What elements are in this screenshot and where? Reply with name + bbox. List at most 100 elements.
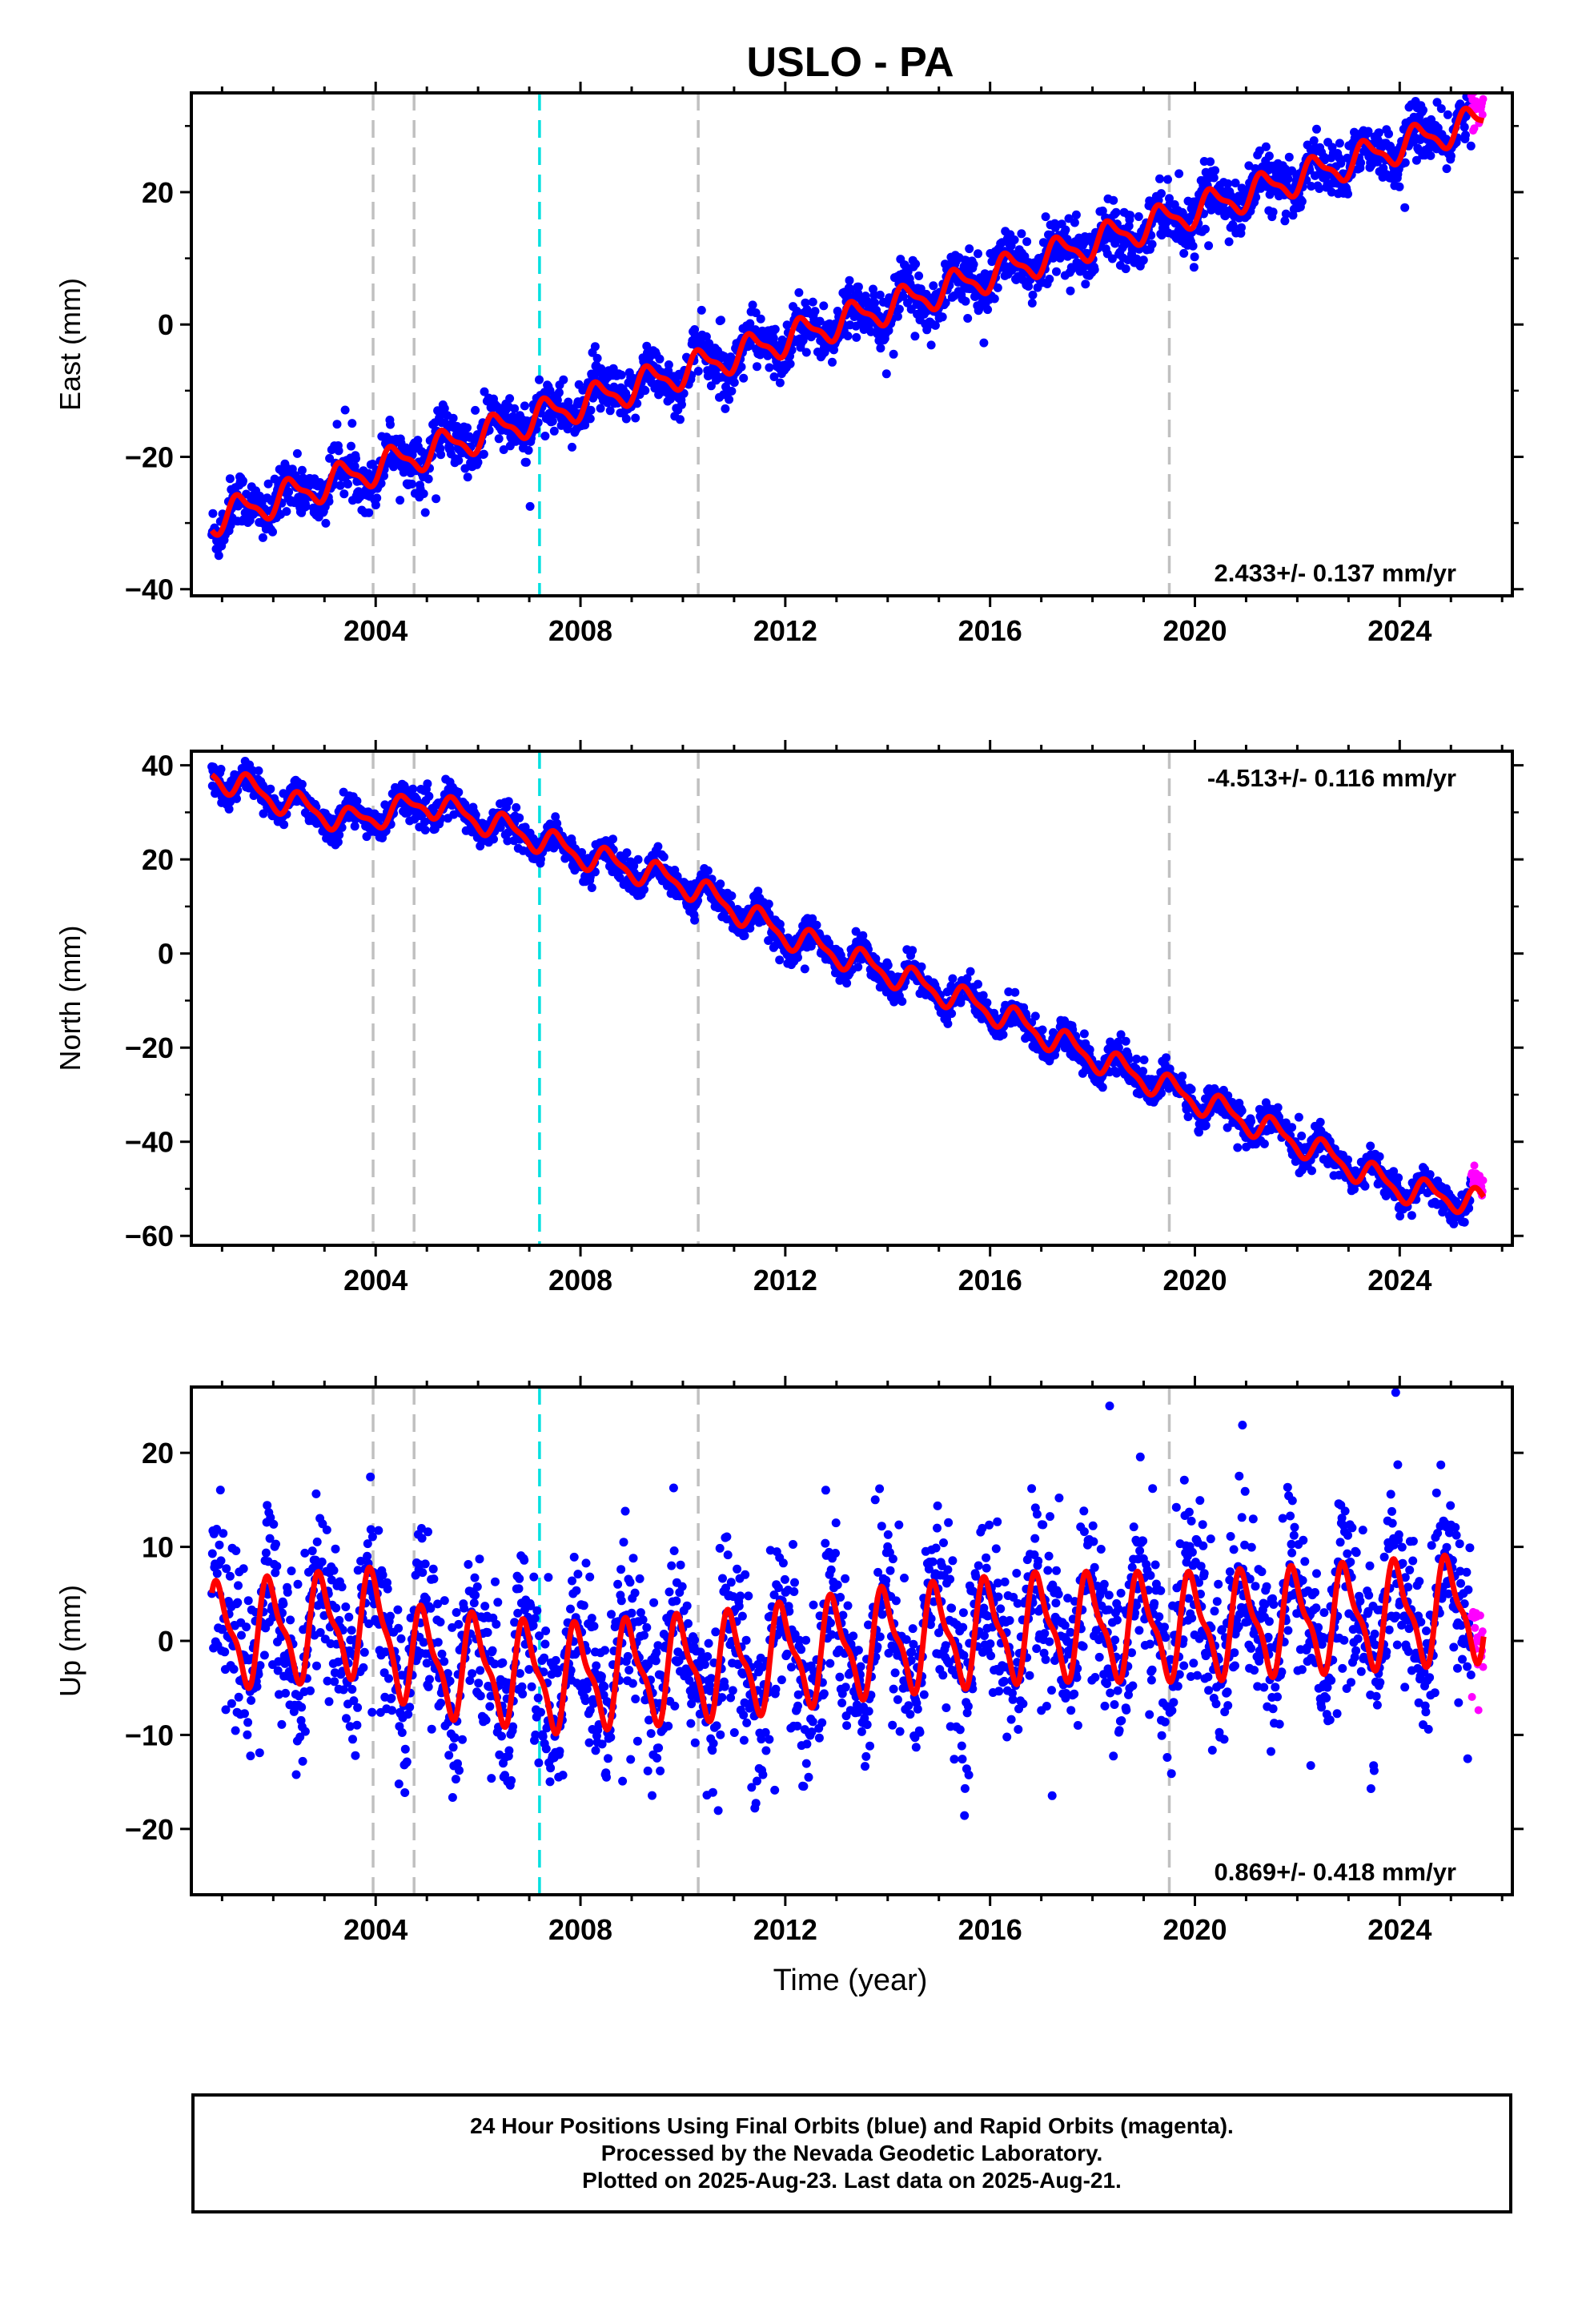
data-point (983, 305, 993, 315)
data-point (1179, 248, 1189, 258)
data-point (1174, 169, 1184, 179)
x-tick-label: 2016 (958, 614, 1022, 647)
data-point (515, 813, 524, 822)
data-point (853, 282, 863, 292)
data-point (231, 1726, 240, 1735)
x-tick-label: 2016 (958, 1264, 1022, 1297)
data-point (616, 370, 626, 380)
data-point (239, 1564, 248, 1574)
data-point (231, 1546, 241, 1555)
data-point (420, 826, 430, 834)
data-point (875, 290, 885, 300)
data-point (775, 955, 785, 965)
data-point (282, 507, 291, 517)
data-point (1071, 210, 1081, 219)
data-point (350, 461, 359, 471)
data-point (386, 420, 395, 429)
data-point (545, 386, 555, 396)
data-point (1366, 1141, 1375, 1151)
data-point (297, 465, 307, 475)
data-point (1147, 239, 1157, 249)
data-point (883, 960, 893, 970)
data-point (335, 480, 345, 490)
data-point (284, 487, 294, 497)
east-model-curve (209, 105, 1485, 538)
data-point (740, 931, 749, 940)
data-point (1479, 1176, 1488, 1184)
data-point (1098, 206, 1107, 215)
data-point (717, 316, 725, 325)
data-point (1041, 212, 1050, 222)
data-point (1223, 179, 1233, 188)
data-point (794, 287, 804, 297)
data-point (982, 998, 992, 1007)
data-point (1138, 255, 1148, 265)
data-point (1461, 131, 1470, 140)
y-tick-label: 20 (142, 843, 174, 876)
data-point (420, 508, 430, 517)
data-point (889, 349, 898, 359)
data-point (266, 784, 275, 794)
data-point (325, 453, 335, 463)
data-point (852, 332, 861, 342)
data-point (291, 471, 300, 480)
data-point (1231, 179, 1240, 187)
data-point (1138, 1067, 1148, 1076)
data-point (463, 423, 472, 432)
data-point (693, 367, 703, 376)
data-point (222, 1564, 231, 1574)
data-point (1010, 987, 1020, 997)
data-point (1400, 203, 1410, 212)
data-point (364, 508, 374, 517)
data-point (769, 372, 779, 381)
data-point (1201, 1120, 1211, 1130)
data-point (701, 332, 711, 341)
data-point (1419, 106, 1427, 115)
data-point (756, 314, 765, 324)
data-point (1433, 123, 1443, 133)
data-point (910, 332, 920, 341)
data-point (499, 445, 508, 454)
data-point (1237, 223, 1246, 232)
data-point (520, 401, 529, 411)
data-point (1479, 94, 1488, 103)
data-point (471, 405, 480, 415)
data-point (974, 979, 982, 989)
data-point (229, 1664, 239, 1674)
data-point (974, 249, 982, 259)
data-point (1090, 265, 1099, 275)
data-point (448, 413, 458, 423)
data-point (1259, 1139, 1269, 1148)
data-point (1436, 104, 1446, 114)
data-point (751, 308, 761, 318)
data-point (208, 509, 218, 518)
data-point (585, 414, 595, 424)
data-point (321, 518, 331, 528)
data-point (335, 830, 344, 840)
data-point (592, 353, 602, 363)
data-point (815, 316, 825, 326)
data-point (1268, 207, 1278, 217)
data-point (1374, 128, 1383, 138)
data-point (234, 1692, 243, 1702)
east-y-axis-label: East (mm) (54, 278, 86, 411)
data-point (226, 521, 235, 530)
data-point (333, 838, 343, 846)
data-point (292, 448, 302, 458)
data-point (1264, 151, 1274, 161)
data-point (552, 396, 562, 405)
data-point (297, 779, 307, 789)
data-point (845, 275, 854, 285)
data-point (1335, 139, 1344, 148)
east-points (207, 93, 1488, 561)
data-point (243, 1730, 252, 1739)
data-point (350, 822, 359, 831)
data-point (727, 891, 737, 901)
data-point (1190, 252, 1199, 262)
data-point (1052, 267, 1061, 276)
data-point (1098, 1083, 1107, 1092)
data-point (782, 320, 792, 330)
data-point (540, 432, 550, 440)
data-point (676, 415, 685, 424)
data-point (1154, 195, 1163, 205)
